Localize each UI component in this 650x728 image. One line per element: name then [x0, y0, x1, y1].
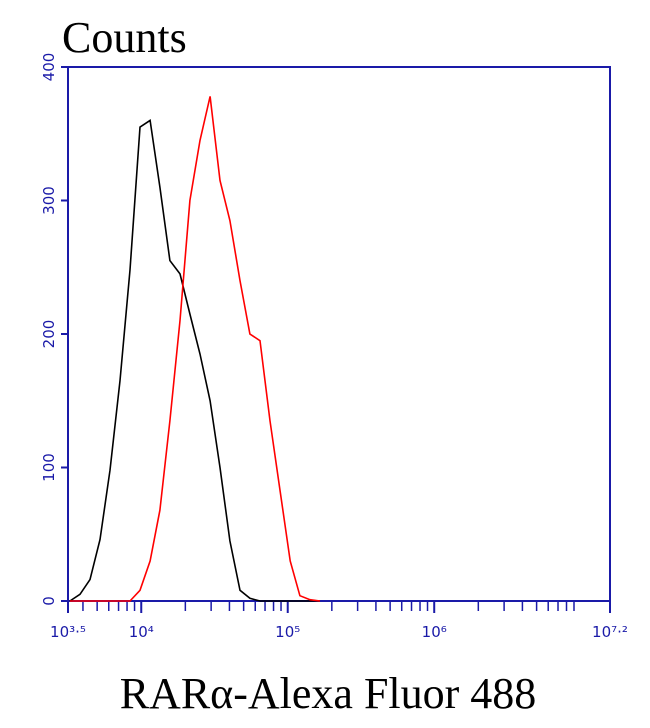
y-tick-label: 0 [40, 596, 58, 606]
y-tick-label: 300 [40, 186, 58, 215]
y-tick-label: 400 [40, 53, 58, 82]
x-tick-label: 10⁵ [275, 623, 300, 641]
chart-title: Counts [62, 13, 187, 62]
x-tick-label: 10⁴ [129, 623, 154, 641]
x-tick-label: 10³·⁵ [50, 623, 86, 641]
x-axis-label: RARα-Alexa Fluor 488 [120, 669, 537, 718]
y-tick-label: 200 [40, 320, 58, 349]
histogram-line [69, 96, 321, 602]
x-tick-label: 10⁶ [422, 623, 447, 641]
x-tick-label: 10⁷·² [592, 623, 628, 641]
plot-frame [67, 66, 611, 602]
histogram-line [69, 119, 320, 602]
y-tick-label: 100 [40, 453, 58, 482]
